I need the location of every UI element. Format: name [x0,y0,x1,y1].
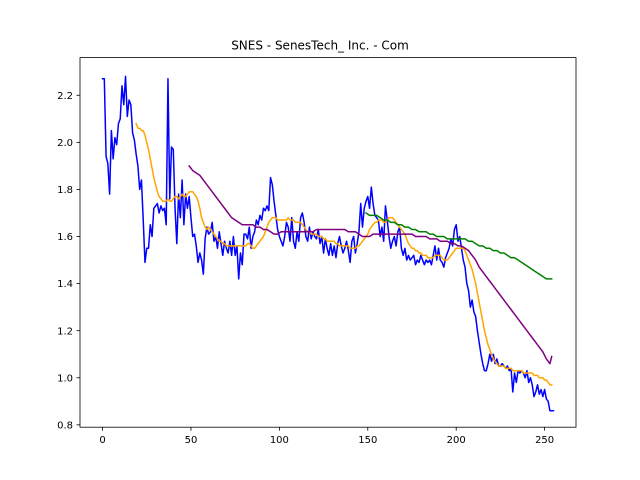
x-tick-label: 50 [185,435,198,446]
plot-frame [79,57,577,428]
y-tick-label: 0.8 [57,420,73,431]
y-tick-label: 2.2 [57,91,73,102]
x-tick-label: 0 [99,435,105,446]
y-tick-label: 1.4 [57,279,73,290]
series-line-4 [364,211,553,280]
series-line-3 [188,164,553,365]
y-tick-label: 1.8 [57,185,73,196]
y-tick-label: 1.0 [57,373,73,384]
series-line-2 [135,122,553,386]
series-line-1 [101,75,555,412]
x-tick-label: 100 [270,435,289,446]
y-tick-label: 1.6 [57,232,73,243]
series-layer [101,75,555,412]
chart-title: SNES - SenesTech_ Inc. - Com [231,39,409,53]
x-tick-label: 200 [447,435,466,446]
axes-layer: 0 50 100 150 200 250 0.8 1.0 1.2 1.4 1.6 1.8 2.0 2.2 [57,57,577,446]
x-tick-label: 250 [535,435,554,446]
y-tick-label: 2.0 [57,138,73,149]
y-tick-label: 1.2 [57,326,73,337]
x-tick-label: 150 [358,435,377,446]
